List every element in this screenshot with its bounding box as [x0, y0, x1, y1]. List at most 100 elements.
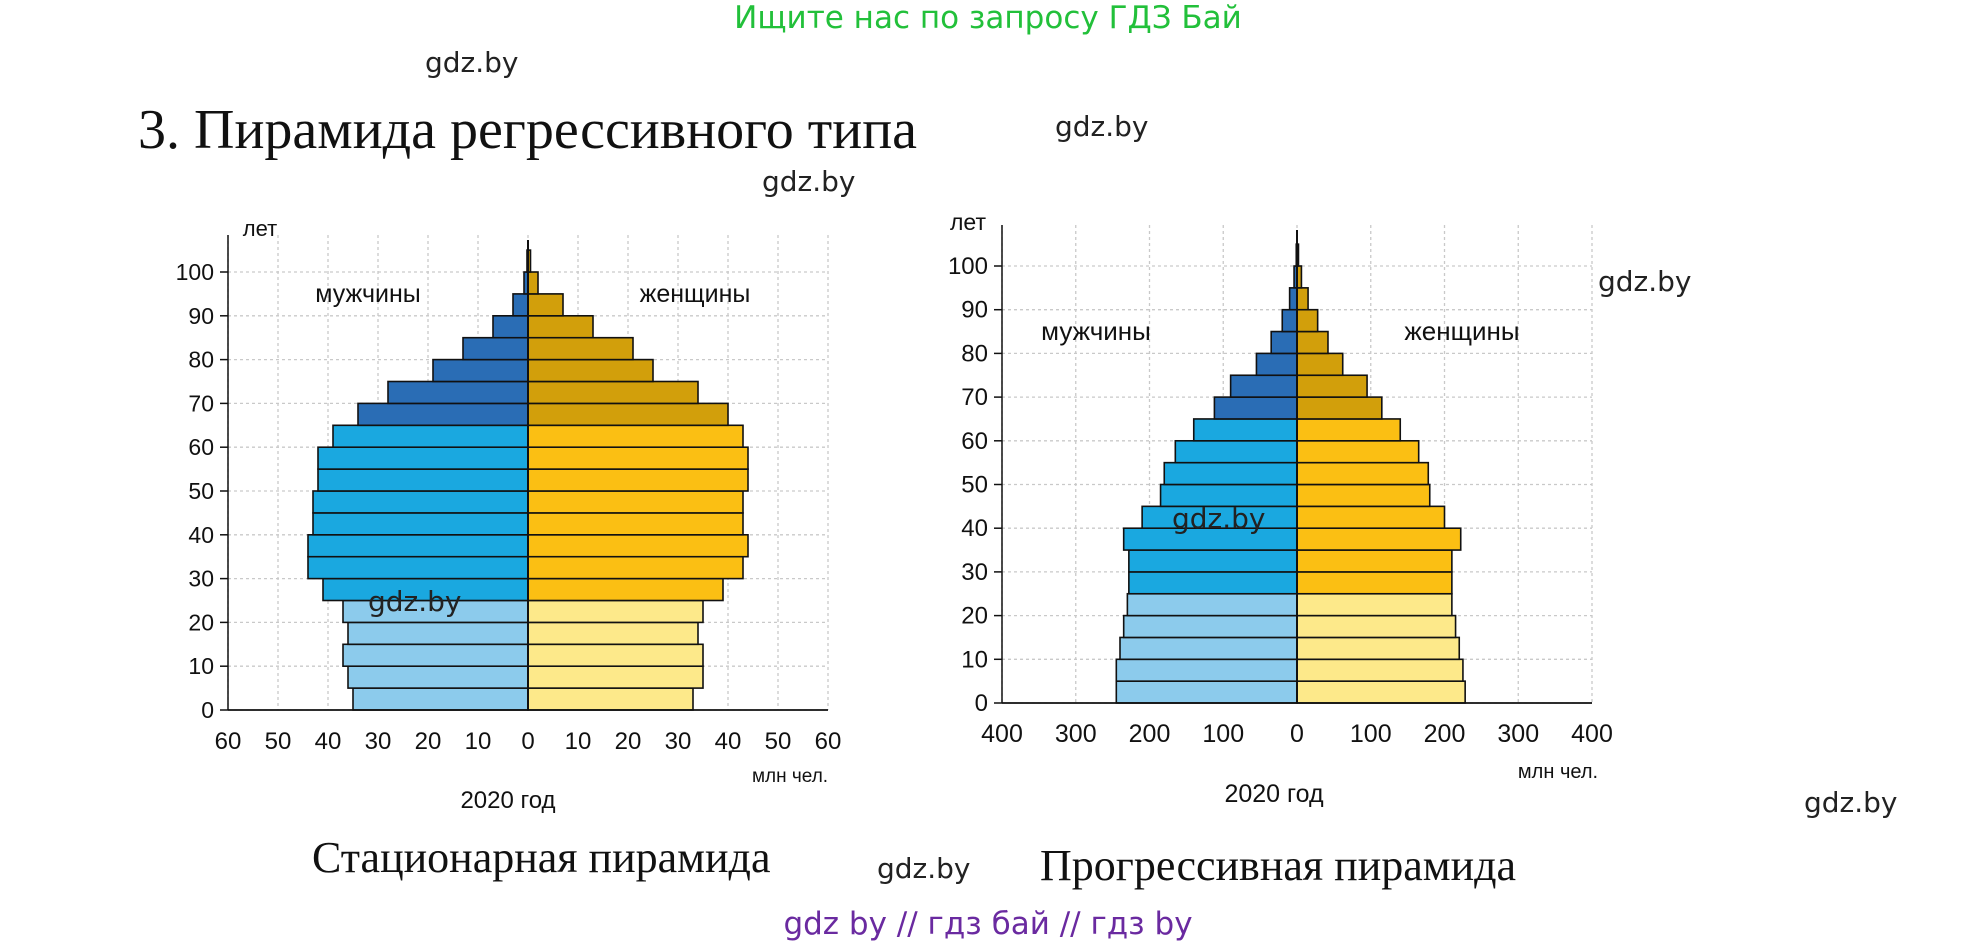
- x-tick-label: 30: [665, 728, 692, 755]
- watermark: gdz.by: [1598, 265, 1692, 298]
- female-bar: [527, 314, 594, 339]
- y-tick-label: 100: [948, 253, 988, 280]
- y-tick-label: 30: [961, 559, 988, 586]
- x-tick-label: 60: [215, 728, 242, 755]
- chart-title: 2020 год: [1224, 780, 1323, 808]
- male-bar: [1255, 352, 1298, 377]
- progressive-pyramid-caption: Прогрессивная пирамида: [1040, 841, 1517, 890]
- male-bar: [512, 293, 529, 317]
- y-tick-label: 10: [188, 653, 214, 679]
- y-tick-label: 50: [188, 478, 214, 504]
- female-bar: [527, 687, 694, 711]
- promo-banner: Ищите нас по запросу ГДЗ Бай: [734, 0, 1242, 36]
- male-bar: [1288, 287, 1298, 311]
- male-bar: [307, 533, 529, 558]
- female-bar: [527, 577, 724, 602]
- male-bar: [312, 490, 529, 514]
- x-tick-label: 100: [1350, 720, 1392, 748]
- female-bar: [527, 490, 744, 514]
- male-bar: [347, 665, 529, 689]
- x-tick-label: 0: [1290, 720, 1304, 748]
- female-bar: [527, 358, 654, 383]
- female-bar: [527, 555, 744, 580]
- x-axis-unit: млн чел.: [1518, 761, 1598, 783]
- y-tick-label: 50: [961, 472, 988, 499]
- x-tick-label: 300: [1055, 720, 1097, 748]
- footer-links: gdz by // гдз бай // гдз by: [783, 906, 1193, 942]
- x-axis-unit: млн чел.: [752, 766, 828, 787]
- female-bar: [1296, 680, 1466, 704]
- watermark: gdz.by: [1055, 110, 1149, 143]
- y-tick-label: 80: [188, 347, 214, 373]
- female-legend-label: женщины: [640, 280, 751, 308]
- y-tick-label: 100: [176, 259, 214, 285]
- y-tick-label: 30: [188, 566, 214, 592]
- y-axis-label: лет: [243, 216, 277, 241]
- male-bar: [342, 643, 529, 667]
- x-tick-label: 300: [1497, 720, 1539, 748]
- x-tick-label: 30: [365, 728, 392, 755]
- x-tick-label: 400: [1571, 720, 1613, 748]
- x-tick-label: 0: [521, 728, 534, 755]
- male-bar: [317, 468, 529, 492]
- male-bar: [1119, 636, 1298, 661]
- male-legend-label: мужчины: [1041, 316, 1151, 346]
- page-title: 3. Пирамида регрессивного типа: [138, 99, 918, 161]
- male-bar: [1213, 396, 1298, 420]
- male-bar: [307, 555, 529, 580]
- male-bar: [317, 446, 529, 470]
- female-bar: [527, 424, 744, 448]
- y-tick-label: 70: [961, 384, 988, 411]
- male-bar: [347, 621, 529, 646]
- male-bar: [1128, 571, 1298, 595]
- male-bar: [332, 424, 529, 448]
- female-bar: [527, 402, 729, 427]
- x-tick-label: 20: [415, 728, 442, 755]
- y-tick-label: 0: [975, 690, 988, 717]
- y-tick-label: 70: [188, 390, 214, 416]
- y-tick-label: 80: [961, 340, 988, 367]
- male-bar: [312, 512, 529, 536]
- y-tick-label: 20: [188, 609, 214, 635]
- male-legend-label: мужчины: [315, 280, 420, 308]
- x-tick-label: 40: [315, 728, 342, 755]
- watermark: gdz.by: [368, 585, 462, 618]
- male-bar: [1174, 439, 1298, 464]
- watermark: gdz.by: [877, 852, 971, 885]
- female-bar: [527, 293, 564, 317]
- female-bar: [527, 599, 704, 624]
- watermark: gdz.by: [425, 46, 519, 79]
- female-bar: [1296, 374, 1368, 398]
- x-tick-label: 200: [1424, 720, 1466, 748]
- male-bar: [352, 687, 529, 711]
- female-bar: [527, 533, 749, 558]
- y-tick-label: 60: [188, 434, 214, 460]
- female-bar: [1296, 658, 1464, 682]
- watermark: gdz.by: [1172, 502, 1266, 535]
- male-bar: [1281, 308, 1298, 333]
- female-bar: [527, 643, 704, 667]
- female-bar: [527, 468, 749, 492]
- x-tick-label: 60: [815, 728, 842, 755]
- female-bar: [1296, 308, 1319, 333]
- x-tick-label: 50: [765, 728, 792, 755]
- y-tick-label: 0: [201, 697, 214, 723]
- y-tick-label: 90: [188, 303, 214, 329]
- male-bar: [1115, 680, 1298, 704]
- male-bar: [432, 358, 529, 383]
- watermark: gdz.by: [1804, 786, 1898, 819]
- chart-title: 2020 год: [460, 787, 555, 814]
- male-bar: [1163, 461, 1298, 486]
- x-tick-label: 200: [1129, 720, 1171, 748]
- female-bar: [527, 380, 699, 405]
- y-tick-label: 60: [961, 428, 988, 455]
- female-bar: [1296, 418, 1402, 442]
- female-bar: [1296, 439, 1420, 464]
- y-axis-label: лет: [950, 209, 986, 235]
- female-bar: [527, 336, 634, 361]
- female-bar: [1296, 352, 1344, 377]
- female-bar: [1296, 287, 1309, 311]
- male-bar: [1126, 592, 1298, 617]
- x-tick-label: 400: [981, 720, 1023, 748]
